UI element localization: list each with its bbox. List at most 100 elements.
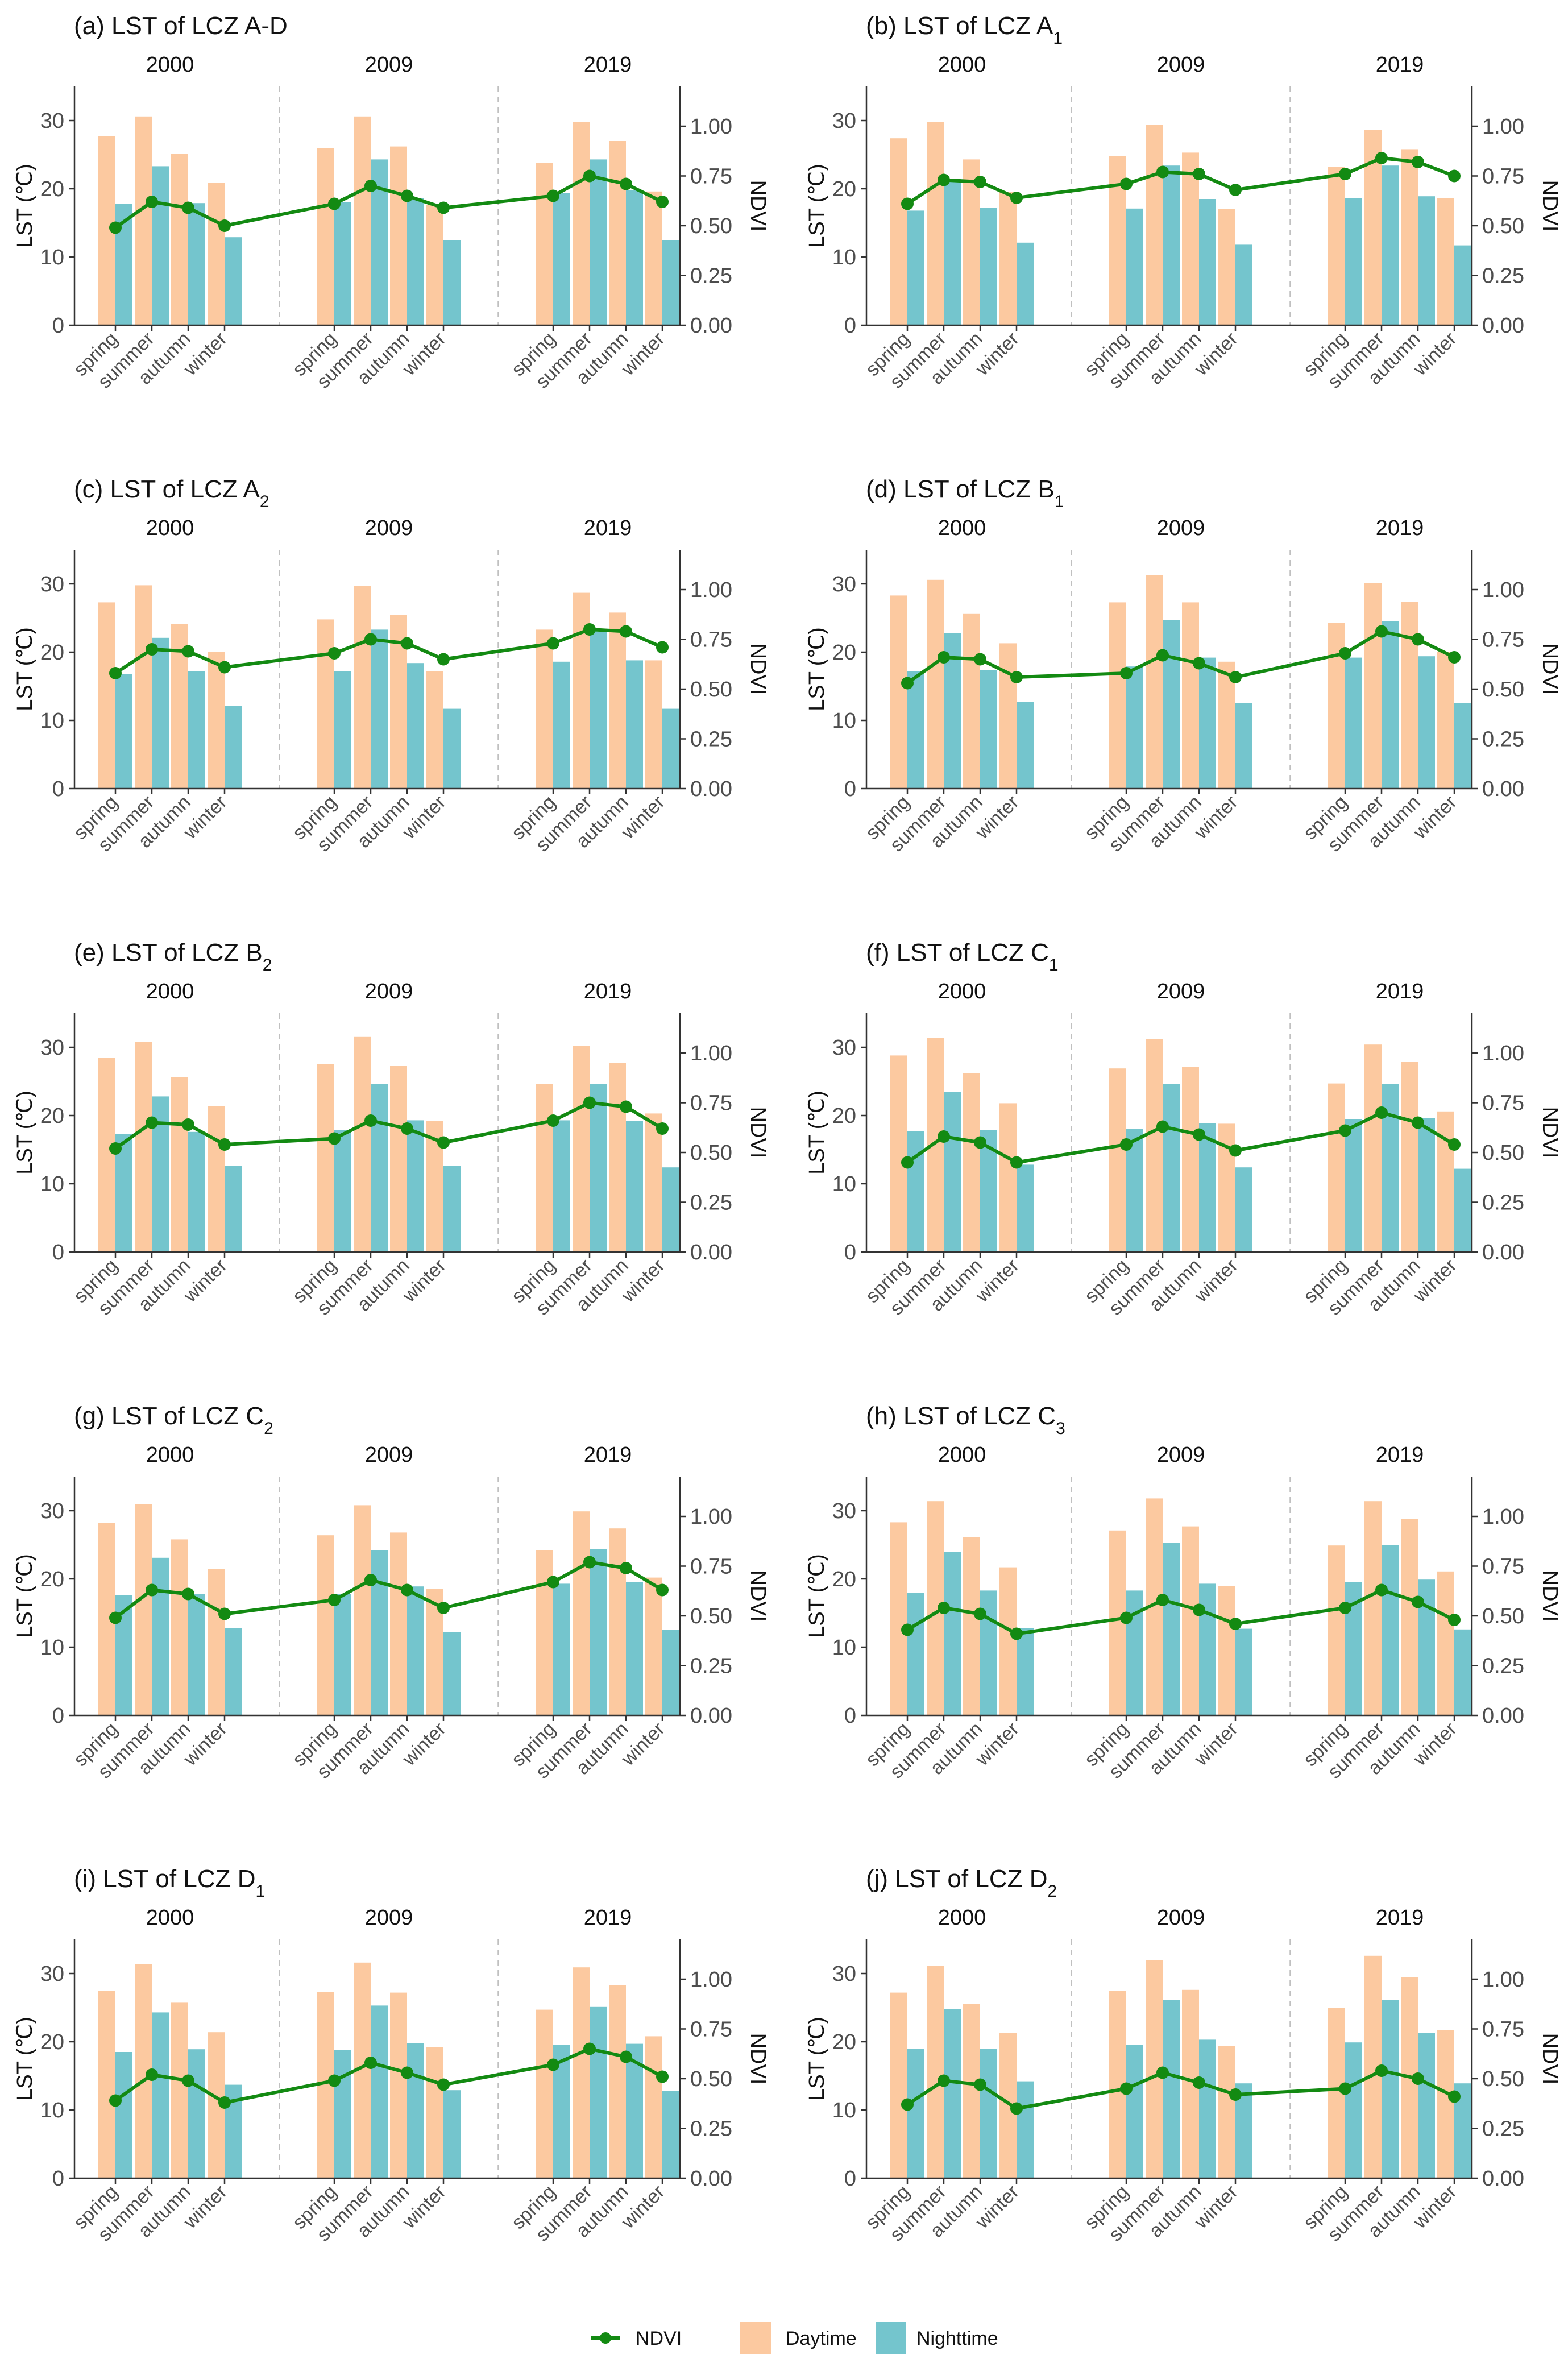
bar-daytime: [98, 1991, 115, 2178]
year-label: 2019: [1376, 516, 1424, 540]
bar-daytime: [135, 585, 152, 789]
chart-title: (h) LST of LCZ C3: [866, 1402, 1065, 1438]
bar-nighttime: [1382, 165, 1399, 325]
ndvi-point: [1412, 633, 1424, 646]
chart-title: (d) LST of LCZ B1: [866, 475, 1064, 511]
bar-daytime: [573, 122, 590, 325]
y2-tick-label: 0.50: [1482, 214, 1524, 238]
bar-nighttime: [334, 1130, 351, 1252]
chart-title: (c) LST of LCZ A2: [74, 475, 269, 511]
bar-nighttime: [1418, 1118, 1435, 1252]
ndvi-point: [109, 1612, 122, 1624]
y-tick-label: 10: [40, 1636, 64, 1660]
ndvi-point: [656, 1122, 669, 1135]
bar-daytime: [645, 2036, 662, 2178]
bar-nighttime: [1345, 198, 1362, 325]
ndvi-point: [1193, 168, 1205, 180]
ndvi-point: [1448, 2091, 1461, 2103]
ndvi-point: [1156, 166, 1169, 179]
bar-nighttime: [944, 1092, 961, 1252]
bar-daytime: [354, 586, 371, 789]
chart-title-main: (a) LST of LCZ A-D: [74, 12, 288, 40]
bar-nighttime: [907, 2049, 924, 2178]
bar-nighttime: [590, 1084, 607, 1252]
ndvi-point: [1412, 1117, 1424, 1129]
year-label: 2009: [365, 53, 413, 77]
ndvi-point: [1229, 184, 1242, 196]
y-tick-label: 20: [832, 1104, 856, 1128]
bar-daytime: [390, 147, 407, 325]
y-tick-label: 0: [844, 1704, 856, 1728]
ndvi-point: [1010, 1156, 1023, 1169]
y-tick-label: 0: [844, 777, 856, 801]
bar-nighttime: [443, 709, 461, 789]
bar-daytime: [135, 117, 152, 325]
bar-nighttime: [1126, 209, 1143, 325]
ndvi-point: [1339, 2083, 1351, 2095]
bar-daytime: [390, 1993, 407, 2178]
ndvi-point: [938, 2075, 950, 2087]
ndvi-point: [364, 2057, 377, 2069]
bar-nighttime: [115, 2052, 132, 2178]
ndvi-point: [1229, 671, 1242, 683]
y2-tick-label: 0.50: [1482, 2067, 1524, 2091]
bar-daytime: [609, 1528, 626, 1715]
bar-nighttime: [225, 237, 242, 325]
bar-daytime: [645, 192, 662, 325]
bar-nighttime: [188, 1594, 205, 1715]
bar-nighttime: [1163, 620, 1180, 789]
bar-nighttime: [1382, 2000, 1399, 2178]
bar-nighttime: [443, 2090, 461, 2178]
y2-tick-label: 0.25: [690, 2117, 732, 2141]
y-tick-label: 30: [832, 1962, 856, 1986]
ndvi-point: [1010, 192, 1023, 204]
year-label: 2019: [1376, 53, 1424, 77]
year-label: 2009: [1157, 980, 1205, 1004]
y2-tick-label: 1.00: [1482, 1505, 1524, 1529]
bar-nighttime: [907, 1593, 924, 1715]
ndvi-point: [1120, 1138, 1133, 1151]
ndvi-point: [974, 176, 986, 188]
bar-nighttime: [1126, 2045, 1143, 2178]
bar-nighttime: [626, 190, 643, 325]
bar-nighttime: [152, 166, 169, 325]
ndvi-point: [1412, 1596, 1424, 1608]
bar-nighttime: [1345, 1119, 1362, 1252]
year-label: 2000: [938, 516, 986, 540]
y2-tick-label: 1.00: [1482, 1042, 1524, 1066]
ndvi-point: [364, 633, 377, 646]
year-label: 2009: [365, 980, 413, 1004]
chart-title-subscript: 2: [264, 1419, 273, 1438]
chart-title: (b) LST of LCZ A1: [866, 12, 1063, 48]
bar-nighttime: [225, 1628, 242, 1715]
y-tick-label: 20: [40, 177, 64, 201]
year-label: 2009: [1157, 1443, 1205, 1467]
y-tick-label: 10: [832, 1636, 856, 1660]
chart-title-main: (h) LST of LCZ C: [866, 1402, 1056, 1430]
y-tick-label: 10: [40, 2099, 64, 2122]
y2-axis-title: NDVI: [746, 2033, 770, 2085]
bar-daytime: [1437, 198, 1454, 325]
bar-daytime: [390, 1066, 407, 1252]
ndvi-point: [146, 1117, 158, 1129]
y2-tick-label: 0.50: [690, 214, 732, 238]
year-label: 2000: [938, 980, 986, 1004]
ndvi-point: [547, 2059, 559, 2071]
ndvi-point: [901, 677, 914, 690]
year-label: 2009: [1157, 1906, 1205, 1930]
y-tick-label: 10: [40, 1172, 64, 1196]
chart-panel: (h) LST of LCZ C3 2000 2009 2019 0 10 20 30 0.00…: [805, 1402, 1562, 1782]
bar-daytime: [1328, 167, 1345, 325]
ndvi-point: [1375, 1106, 1388, 1119]
bar-nighttime: [553, 193, 570, 325]
bar-daytime: [1401, 1519, 1418, 1715]
bar-daytime: [573, 1046, 590, 1252]
ndvi-point: [1193, 1129, 1205, 1141]
y2-tick-label: 0.75: [1482, 1555, 1524, 1579]
y2-tick-label: 0.25: [690, 1191, 732, 1215]
bar-daytime: [573, 1511, 590, 1715]
year-label: 2000: [146, 53, 194, 77]
bar-nighttime: [1454, 1169, 1471, 1252]
y2-tick-label: 0.00: [1482, 314, 1524, 338]
bar-daytime: [609, 1985, 626, 2178]
